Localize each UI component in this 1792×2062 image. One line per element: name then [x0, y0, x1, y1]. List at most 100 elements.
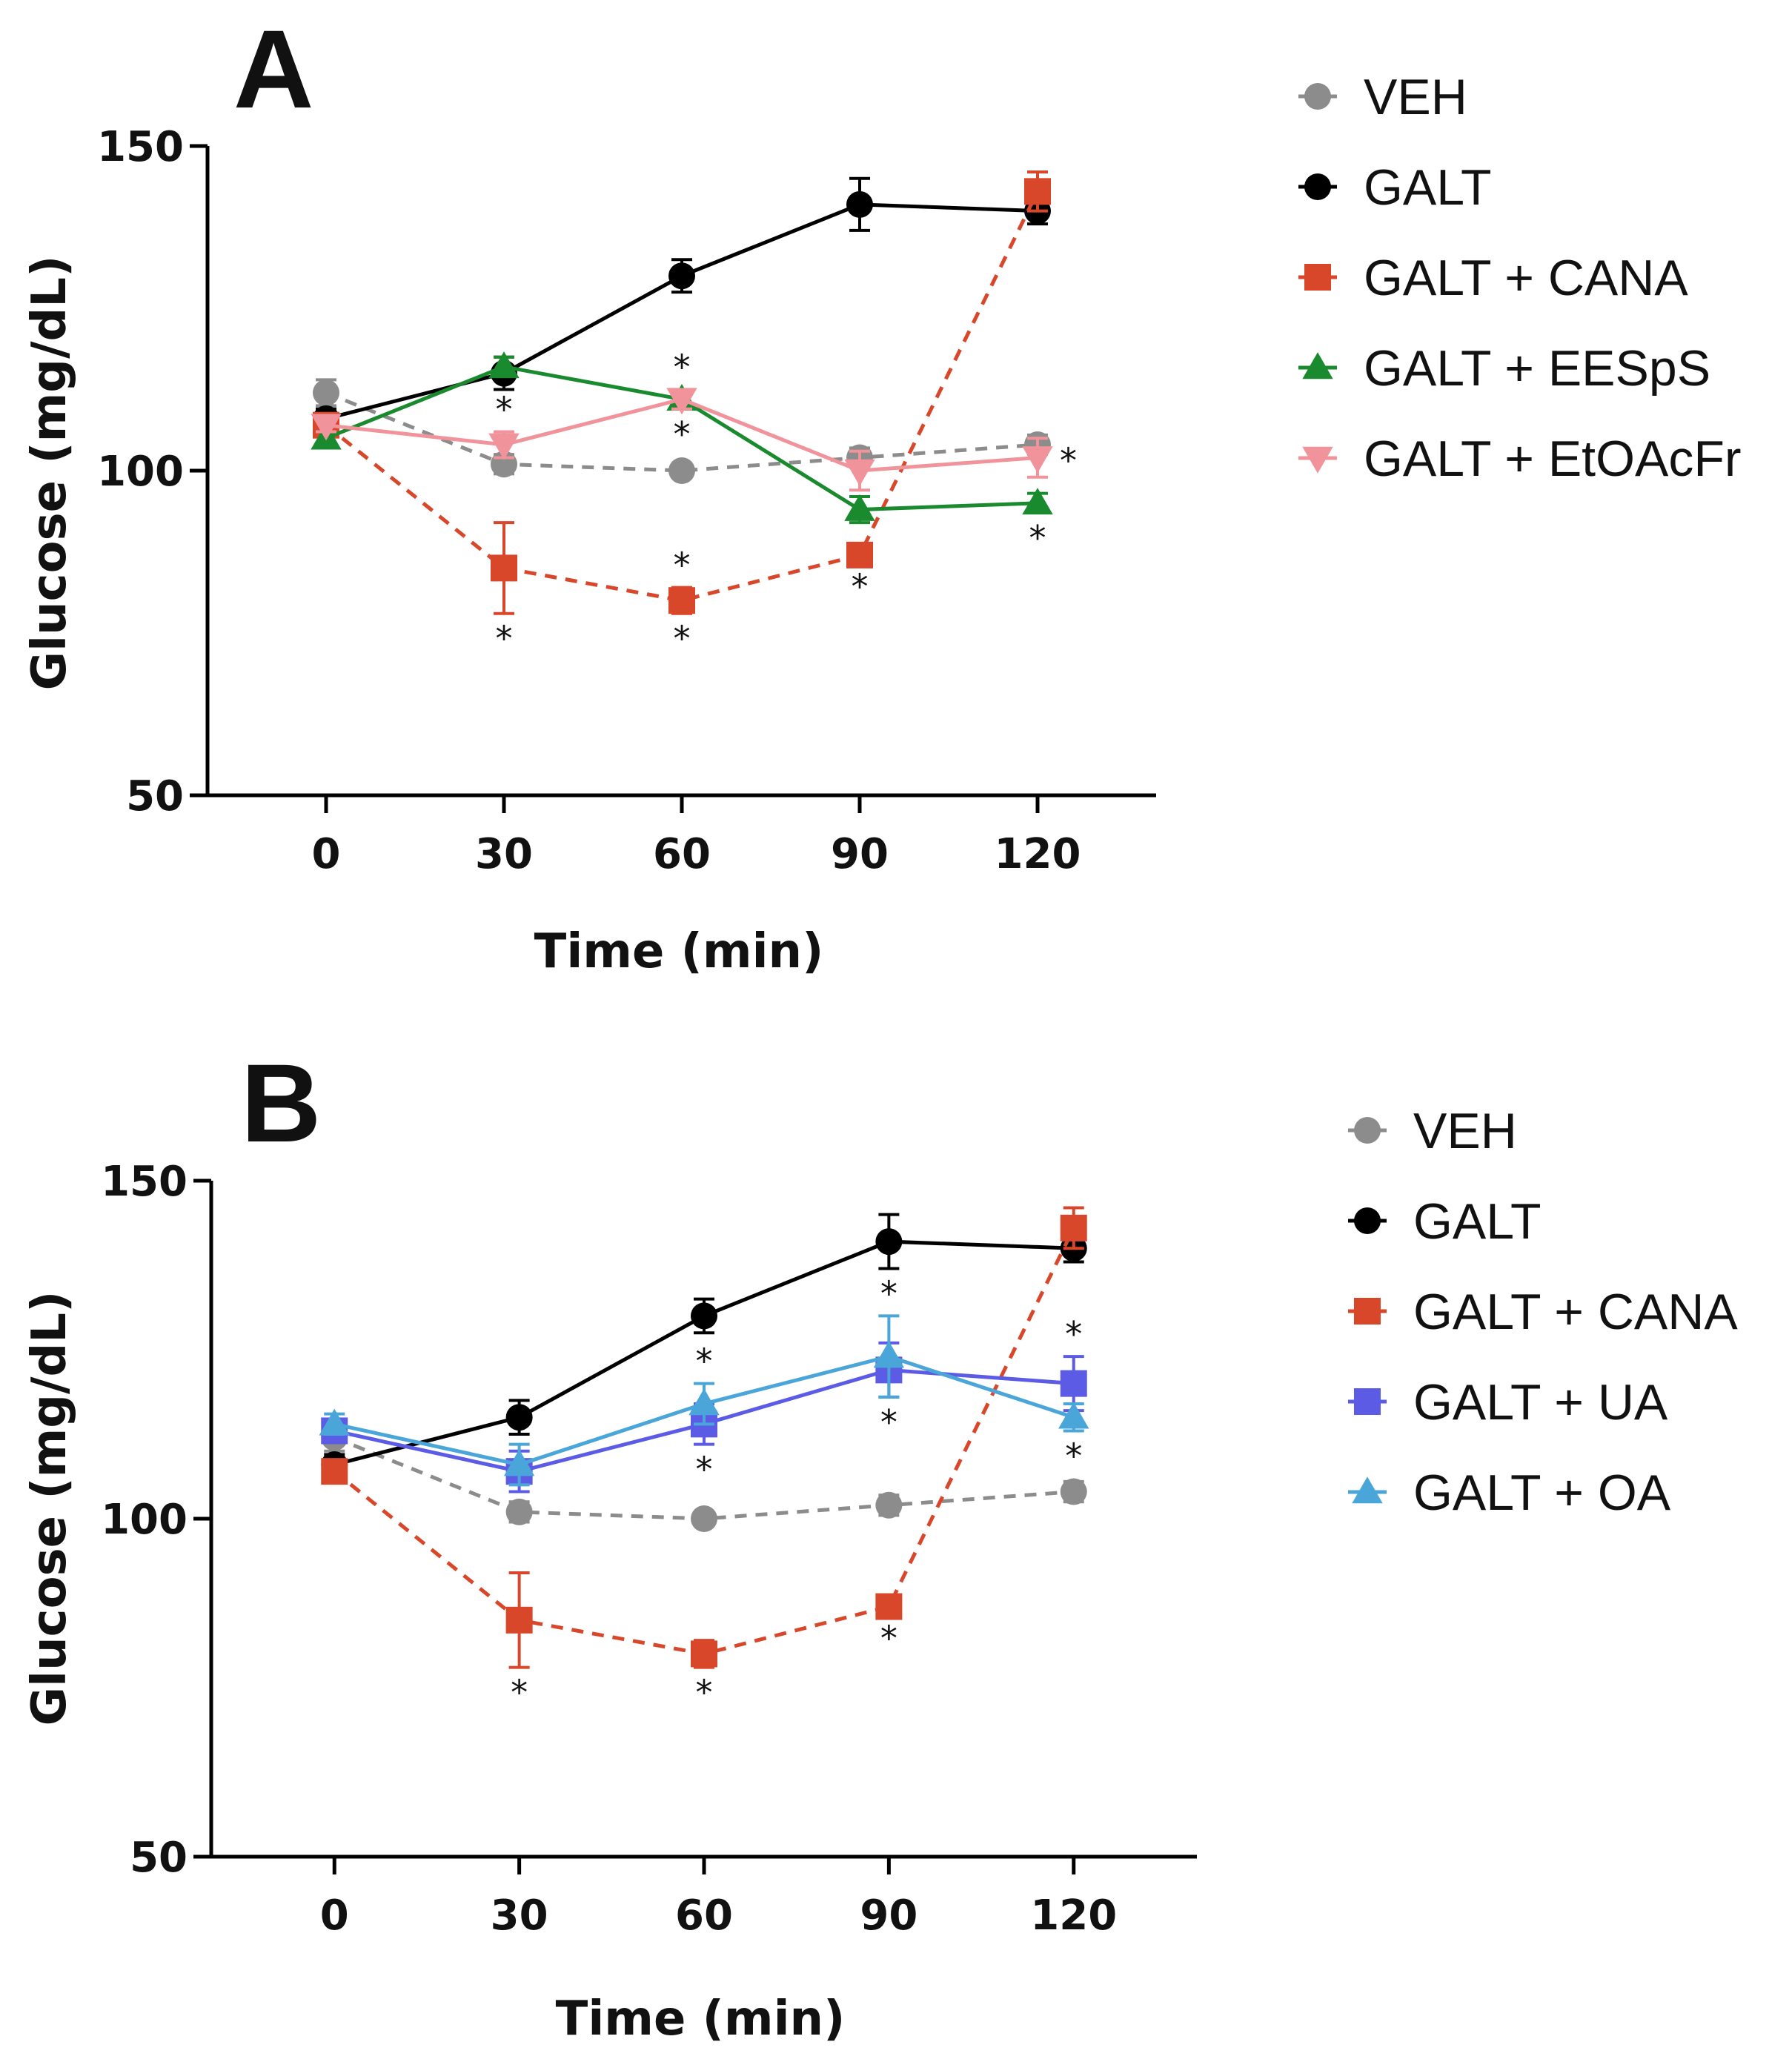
data-point [873, 1341, 905, 1368]
legend-marker [1354, 1117, 1381, 1144]
x-tick-label: 0 [320, 1892, 349, 1940]
y-tick-label: 50 [126, 772, 184, 821]
legend-label: VEH [1364, 69, 1467, 125]
significance-star: * [496, 619, 513, 659]
plot-b: 50 100 150 0 30 60 90 120 * * * * * * * * * [101, 1158, 1197, 1940]
significance-star: * [674, 619, 691, 659]
data-point [1060, 1478, 1087, 1505]
series-line [325, 190, 1040, 603]
legend-item-galt: GALT [1348, 1193, 1542, 1250]
data-point [1024, 178, 1051, 205]
data-point [691, 1505, 717, 1532]
significance-star: * [696, 1673, 713, 1713]
y-tick-label: 100 [97, 448, 184, 496]
data-point [1060, 1370, 1087, 1397]
series-galt-etoacfr: * * * [311, 388, 1077, 492]
significance-star: * [674, 348, 691, 388]
data-point [666, 388, 697, 415]
legend-marker [1304, 173, 1331, 200]
series-galt-oa: * * * [319, 1273, 1089, 1487]
significance-star: * [696, 1342, 713, 1382]
y-tick-label: 100 [101, 1496, 188, 1544]
significance-star: * [880, 1402, 897, 1442]
significance-star: * [674, 414, 691, 454]
panel-b: B 50 100 150 0 30 60 90 120 * * * * * * * * * Time (min)… [22, 1041, 1738, 2046]
x-tick-label: 30 [475, 830, 533, 878]
data-point [691, 1302, 717, 1330]
legend-marker [1304, 83, 1331, 110]
significance-star: * [1060, 440, 1077, 480]
legend-marker [1302, 352, 1333, 379]
significance-star: * [1065, 1314, 1082, 1354]
x-tick-label: 0 [312, 830, 341, 878]
significance-star: * [880, 1619, 897, 1659]
data-point [691, 1640, 717, 1668]
data-point [505, 1606, 533, 1634]
significance-star: * [880, 1273, 897, 1313]
data-point [875, 1491, 903, 1519]
legend-item-galt-ua: GALT + UA [1348, 1374, 1668, 1431]
x-axis-title-a: Time (min) [534, 924, 824, 979]
data-point [319, 1408, 350, 1436]
legend-marker [1354, 1388, 1381, 1415]
significance-star: * [496, 389, 513, 429]
panel-letter-b: B [241, 1041, 321, 1165]
significance-star: * [674, 546, 691, 586]
panel-a: A 50 100 150 0 30 60 90 120 * * * * * * * * * Time (min)… [22, 7, 1742, 979]
legend-item-galt-cana: GALT + CANA [1298, 250, 1688, 306]
legend-item-galt: GALT [1298, 159, 1492, 216]
data-point [668, 587, 695, 614]
y-tick-label: 50 [130, 1834, 188, 1882]
legend-item-veh: VEH [1298, 69, 1467, 125]
legend-item-veh: VEH [1348, 1103, 1517, 1159]
data-point [488, 433, 520, 460]
x-tick-label: 30 [491, 1892, 548, 1940]
legend-marker [1354, 1207, 1381, 1234]
x-tick-label: 90 [831, 830, 889, 878]
legend-b: VEH GALT GALT + CANA GALT + UA GALT + OA [1348, 1103, 1738, 1521]
legend-label: GALT + UA [1413, 1374, 1668, 1431]
data-point [875, 1228, 903, 1256]
data-point [1060, 1214, 1087, 1241]
data-point [846, 541, 873, 568]
data-point [844, 459, 875, 486]
data-point [491, 554, 517, 582]
significance-star: * [1065, 1436, 1082, 1476]
legend-marker [1304, 264, 1331, 291]
data-point [1022, 446, 1053, 474]
significance-star: * [1029, 518, 1046, 558]
x-tick-label: 60 [653, 830, 711, 878]
data-point [875, 1593, 903, 1620]
data-point [505, 1498, 533, 1525]
series-line [325, 391, 1038, 473]
legend-label: VEH [1413, 1103, 1517, 1159]
x-axis-title-b: Time (min) [556, 1992, 846, 2046]
data-point [311, 414, 342, 441]
significance-star: * [511, 1673, 528, 1713]
legend-label: GALT + OA [1413, 1465, 1671, 1521]
legend-marker [1302, 446, 1333, 474]
legend-label: GALT [1364, 159, 1492, 216]
data-point [1058, 1402, 1089, 1429]
legend-item-galt-etoacfr: GALT + EtOAcFr [1298, 431, 1742, 487]
data-point [503, 1449, 535, 1476]
data-point [1022, 488, 1053, 515]
data-point [668, 457, 695, 484]
significance-star: * [852, 567, 869, 607]
legend-marker [1354, 1298, 1381, 1325]
data-point [505, 1404, 533, 1431]
data-point [488, 351, 520, 379]
significance-star: * [696, 1450, 713, 1490]
x-tick-label: 120 [1030, 1892, 1117, 1940]
legend-item-galt-eesps: GALT + EESpS [1298, 340, 1710, 397]
y-tick-label: 150 [101, 1158, 188, 1206]
legend-label: GALT + EESpS [1364, 340, 1710, 397]
panel-letter-a: A [233, 7, 313, 131]
legend-marker [1352, 1476, 1383, 1504]
y-axis-title-a: Glucose (mg/dL) [22, 256, 77, 691]
legend-label: GALT + CANA [1364, 250, 1688, 306]
series-galt-cana: * * * [321, 1206, 1087, 1713]
legend-label: GALT [1413, 1193, 1542, 1250]
legend-item-galt-cana: GALT + CANA [1348, 1284, 1738, 1340]
